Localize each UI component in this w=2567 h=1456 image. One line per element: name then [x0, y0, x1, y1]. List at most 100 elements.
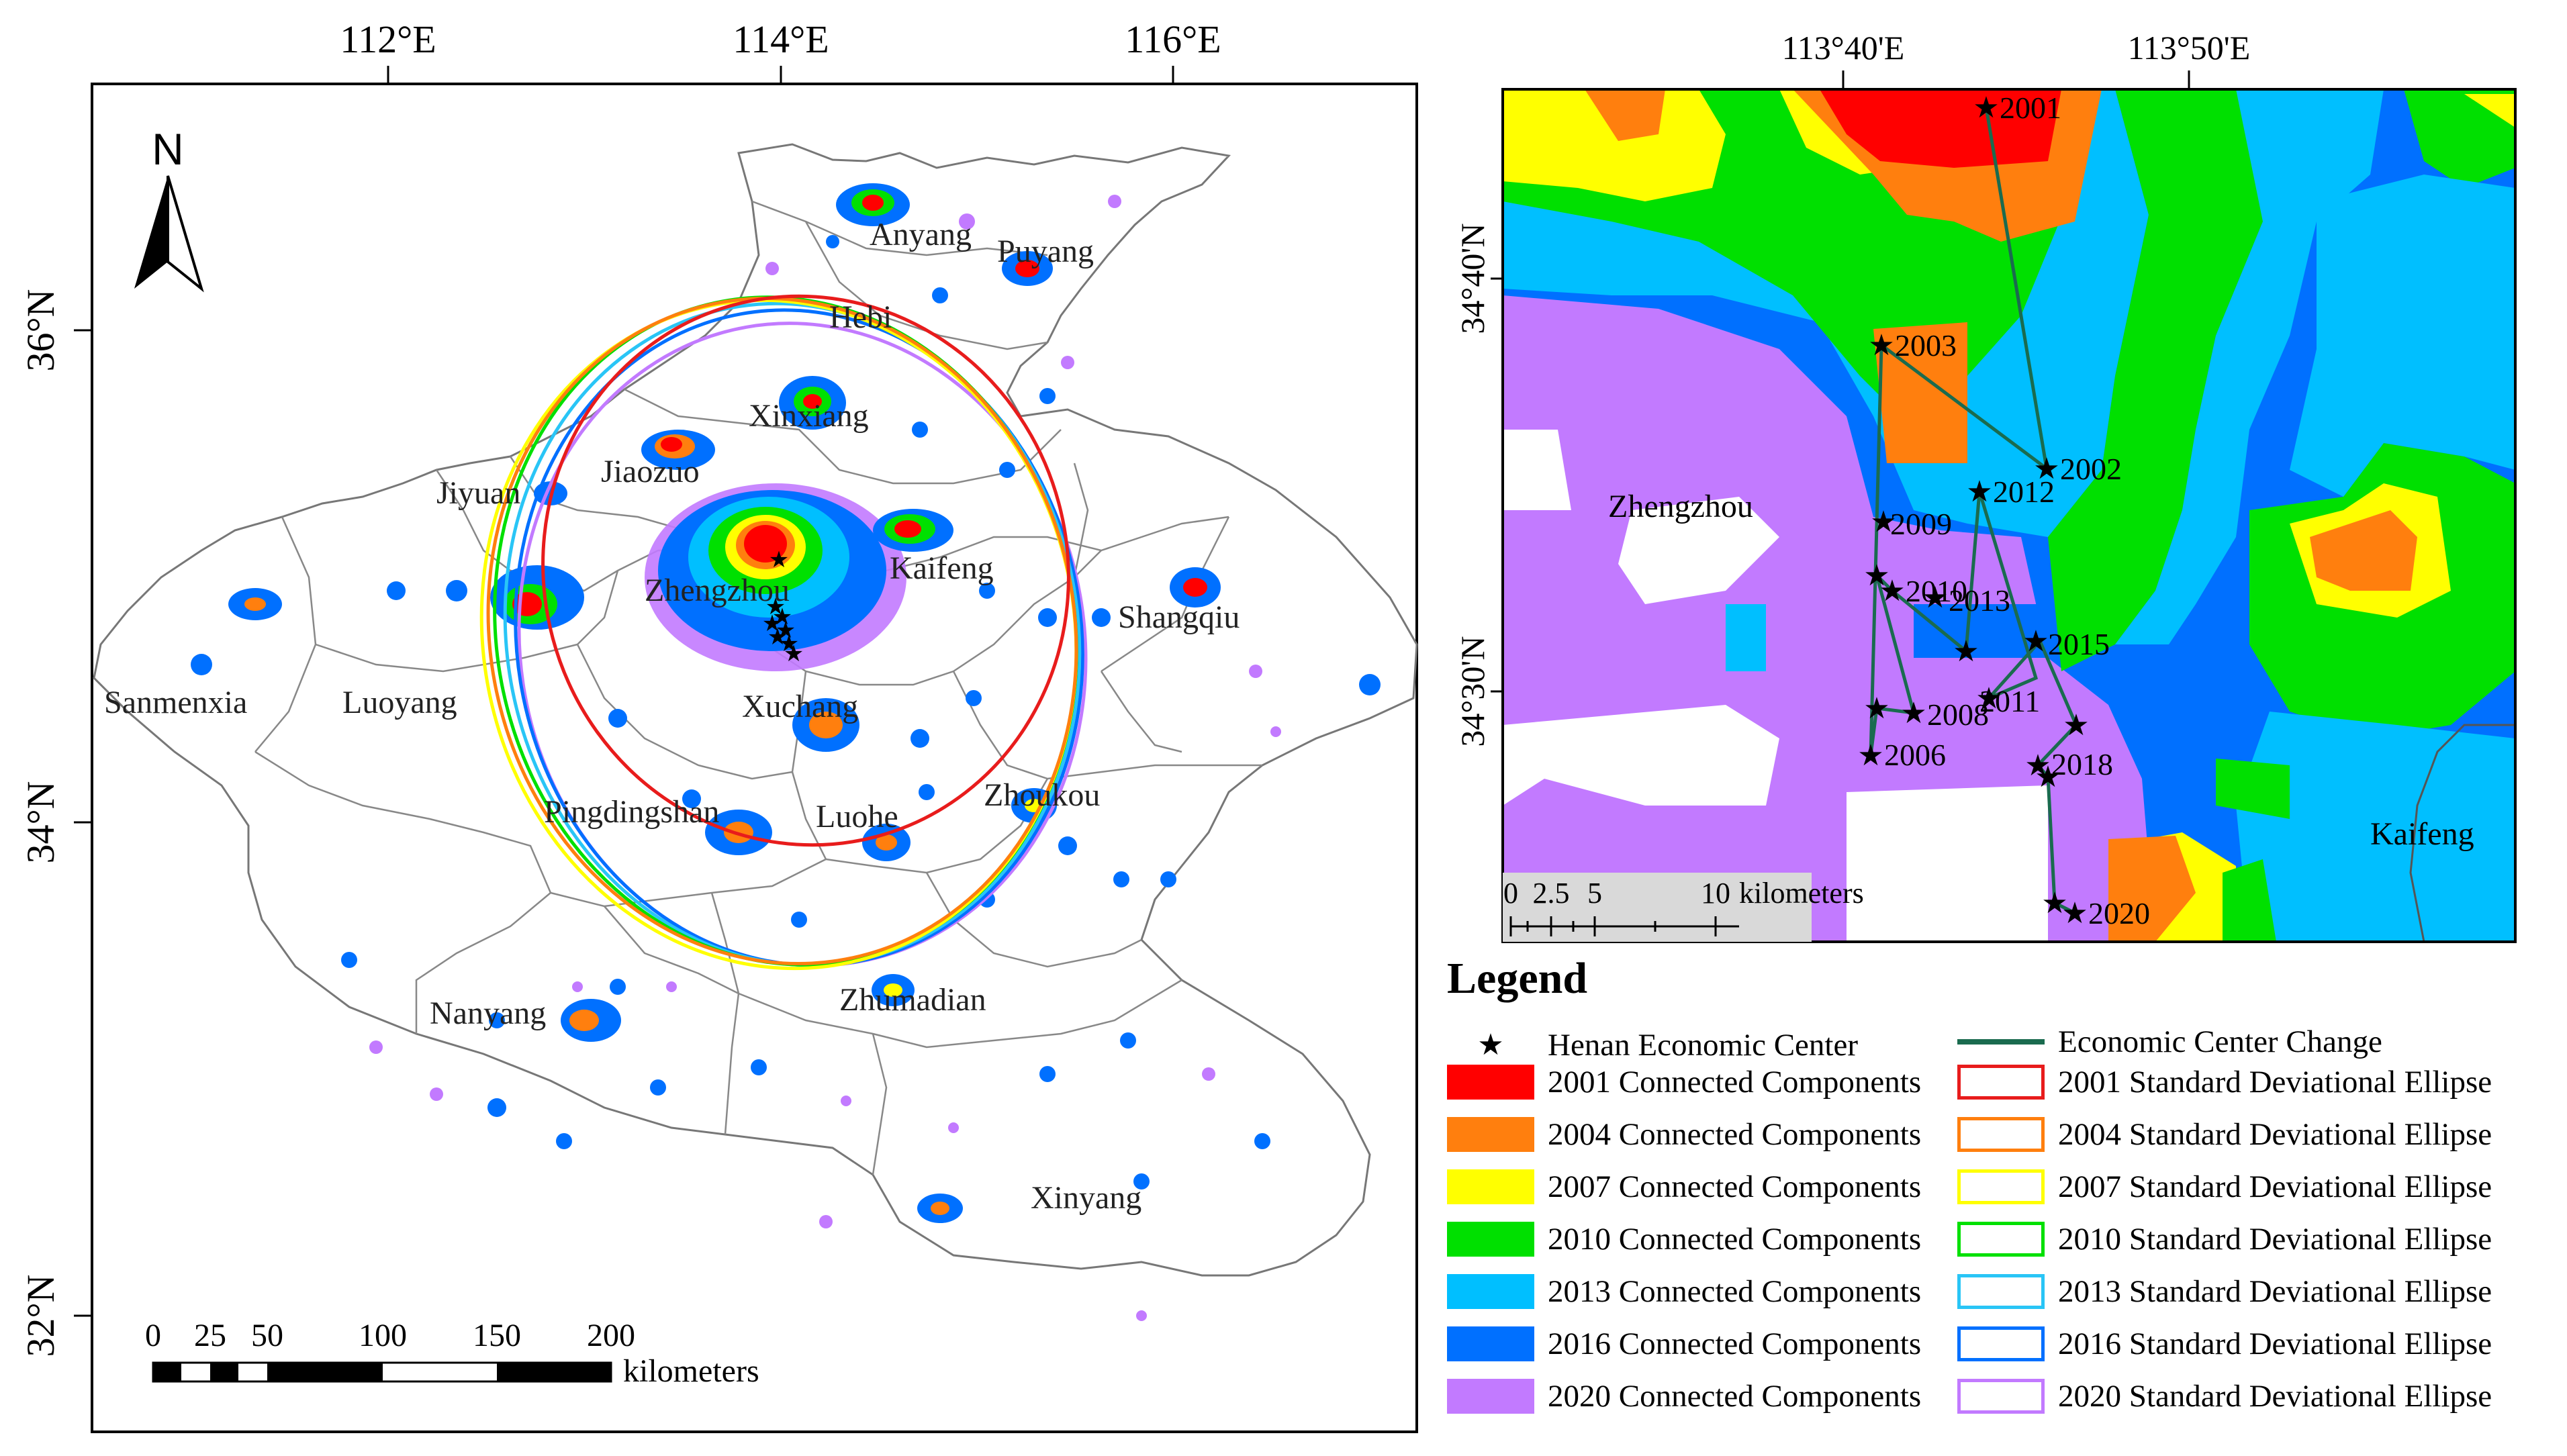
- legend: Legend ★ Henan Economic Center Economic …: [1444, 953, 2558, 1450]
- ellipse-swatch: [1957, 1326, 2045, 1361]
- svg-text:2015: 2015: [2048, 627, 2110, 661]
- city-label-kaifeng: Kaifeng: [890, 550, 994, 586]
- north-arrow: N: [134, 124, 204, 293]
- legend-ellipse-item: 2001 Standard Deviational Ellipse: [1957, 1064, 2492, 1100]
- city-label-anyang: Anyang: [870, 217, 972, 252]
- svg-text:150: 150: [473, 1318, 521, 1353]
- zhengzhou-detail-map: 113°40'E 113°50'E 34°40'N 34°30'N: [1454, 29, 2517, 943]
- color-swatch: [1447, 1326, 1534, 1361]
- svg-text:2018: 2018: [2051, 747, 2113, 781]
- economic-center-path: [1869, 107, 2078, 915]
- svg-text:0: 0: [1503, 877, 1518, 910]
- city-label-sanmenxia: Sanmenxia: [104, 685, 247, 720]
- ellipse-2001: [541, 294, 1070, 847]
- svg-text:100: 100: [359, 1318, 407, 1353]
- left-scalebar: 0 25 50 100 150 200 kilometers: [145, 1318, 759, 1389]
- legend-component-item: 2020 Connected Components: [1447, 1378, 1921, 1414]
- svg-text:★: ★: [1868, 329, 1894, 362]
- lon-label: 114°E: [733, 17, 829, 61]
- legend-component-item: 2004 Connected Components: [1447, 1116, 1921, 1153]
- ellipse-swatch: [1957, 1274, 2045, 1309]
- svg-text:2.5: 2.5: [1533, 877, 1570, 910]
- svg-text:2003: 2003: [1895, 328, 1957, 362]
- lon-label: 113°50'E: [2128, 29, 2251, 66]
- city-label-zhengzhou-detail: Zhengzhou: [1608, 489, 1753, 524]
- svg-text:★: ★: [765, 595, 786, 620]
- svg-text:2012: 2012: [1993, 475, 2055, 509]
- svg-text:★: ★: [779, 632, 799, 657]
- legend-ellipse-item: 2007 Standard Deviational Ellipse: [1957, 1169, 2492, 1205]
- lat-label: 36°N: [19, 289, 62, 371]
- svg-text:★: ★: [1975, 682, 2002, 715]
- color-swatch: [1447, 1117, 1534, 1152]
- svg-text:50: 50: [251, 1318, 283, 1353]
- svg-text:2010: 2010: [1906, 574, 1967, 608]
- svg-text:25: 25: [194, 1318, 226, 1353]
- lat-label: 34°N: [19, 781, 62, 863]
- ellipse-swatch: [1957, 1169, 2045, 1204]
- svg-text:2002: 2002: [2060, 452, 2122, 486]
- svg-text:★: ★: [1863, 692, 1889, 725]
- henan-province-outline: [93, 143, 1418, 1277]
- svg-text:★: ★: [1973, 91, 1999, 124]
- color-swatch: [1447, 1065, 1534, 1100]
- line-icon: [1957, 1039, 2045, 1045]
- svg-text:5: 5: [1587, 877, 1602, 910]
- legend-component-item: 2001 Connected Components: [1447, 1064, 1921, 1100]
- svg-text:★: ★: [1900, 697, 1926, 730]
- svg-text:★: ★: [2033, 452, 2059, 485]
- standard-deviational-ellipses: [479, 294, 1088, 971]
- ellipse-swatch: [1957, 1222, 2045, 1257]
- star-icon: ★: [1477, 1028, 1504, 1061]
- economic-center-points: ★ 2001 ★ 2002 ★ 2003 ★ 2006 ★ ★ 2008 ★2009 ★ 2…: [1857, 91, 2150, 930]
- svg-text:200: 200: [587, 1318, 635, 1353]
- legend-ellipse-item: 2004 Standard Deviational Ellipse: [1957, 1116, 2492, 1153]
- connected-components-raster: [1503, 89, 2515, 942]
- svg-text:★: ★: [769, 548, 789, 573]
- color-swatch: [1447, 1274, 1534, 1309]
- legend-ellipse-item: 2010 Standard Deviational Ellipse: [1957, 1221, 2492, 1257]
- color-swatch: [1447, 1169, 1534, 1204]
- city-label-jiyuan: Jiyuan: [436, 475, 520, 511]
- ellipse-swatch: [1957, 1117, 2045, 1152]
- left-map-frame: [91, 83, 1418, 1433]
- legend-ellipse-item: 2013 Standard Deviational Ellipse: [1957, 1273, 2492, 1310]
- svg-text:★: ★: [2063, 709, 2089, 742]
- svg-text:2006: 2006: [1884, 738, 1946, 772]
- svg-text:★: ★: [762, 612, 782, 636]
- city-label-nanyang: Nanyang: [430, 996, 546, 1031]
- svg-text:2001: 2001: [2000, 91, 2061, 125]
- svg-text:★: ★: [1863, 559, 1889, 592]
- svg-text:★: ★: [1879, 575, 1905, 608]
- city-label-xuchang: Xuchang: [742, 689, 858, 724]
- svg-text:★: ★: [2022, 625, 2049, 658]
- svg-text:★: ★: [1922, 581, 1948, 614]
- legend-ellipse-item: 2020 Standard Deviational Ellipse: [1957, 1378, 2492, 1414]
- city-label-luoyang: Luoyang: [342, 685, 457, 720]
- city-label-jiaozuo: Jiaozuo: [601, 454, 700, 489]
- svg-text:2009: 2009: [1890, 507, 1952, 541]
- city-label-luohe: Luohe: [816, 799, 898, 834]
- north-label: N: [152, 124, 184, 174]
- svg-text:★: ★: [1870, 505, 1896, 538]
- lon-label: 112°E: [340, 17, 436, 61]
- city-label-kaifeng-detail: Kaifeng: [2370, 816, 2474, 852]
- svg-text:2013: 2013: [1949, 583, 2010, 618]
- svg-text:★: ★: [2024, 749, 2051, 782]
- color-swatch: [1447, 1222, 1534, 1257]
- legend-ellipse-item: 2016 Standard Deviational Ellipse: [1957, 1326, 2492, 1362]
- city-label-hebi: Hebi: [829, 299, 892, 335]
- svg-text:★: ★: [1966, 475, 1992, 508]
- legend-component-item: 2007 Connected Components: [1447, 1169, 1921, 1205]
- svg-text:★: ★: [2035, 761, 2061, 793]
- svg-text:★: ★: [776, 618, 796, 643]
- legend-title: Legend: [1447, 954, 1588, 1003]
- svg-text:★: ★: [1953, 635, 1979, 668]
- svg-text:★: ★: [767, 625, 788, 650]
- svg-text:2011: 2011: [1979, 684, 2040, 718]
- svg-text:★: ★: [2041, 887, 2067, 920]
- legend-economic-change: Economic Center Change: [1957, 1024, 2382, 1060]
- svg-text:★: ★: [784, 642, 804, 667]
- right-map-frame: [1501, 88, 2517, 943]
- svg-text:★: ★: [1857, 739, 1883, 772]
